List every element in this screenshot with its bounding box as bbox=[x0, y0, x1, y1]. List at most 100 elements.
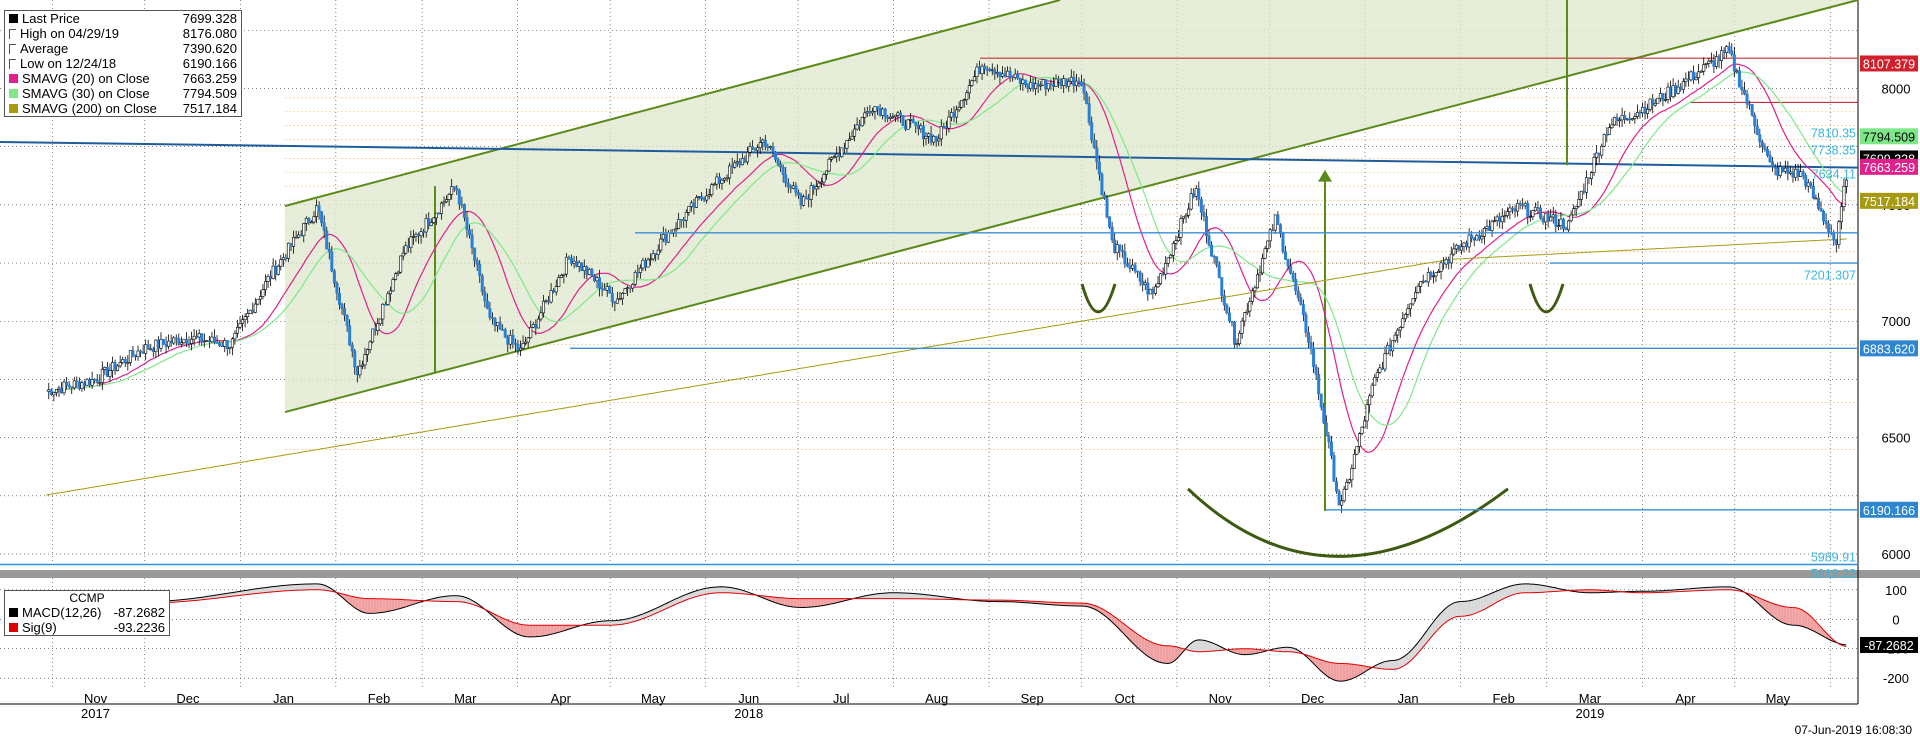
macd-hist-fill bbox=[322, 584, 326, 591]
candle-body bbox=[1329, 441, 1333, 456]
candle-body bbox=[1414, 292, 1418, 299]
candle-body bbox=[1204, 216, 1208, 237]
macd-hist-fill bbox=[613, 620, 617, 626]
candle-body bbox=[1350, 468, 1354, 481]
legend-row: Low on 12/24/18 6190.166 bbox=[5, 56, 241, 71]
candle-body bbox=[1819, 208, 1823, 212]
candle-body bbox=[1796, 168, 1800, 177]
candle-body bbox=[1069, 76, 1073, 82]
candle-body bbox=[133, 355, 137, 358]
macd-hist-fill bbox=[1492, 591, 1496, 605]
macd-hist-fill bbox=[1489, 593, 1493, 607]
timestamp: 07-Jun-2019 16:08:30 bbox=[1794, 723, 1912, 737]
candle-body bbox=[289, 242, 293, 247]
candle-body bbox=[1564, 228, 1568, 231]
candle-body bbox=[1584, 177, 1588, 193]
candle-body bbox=[1082, 85, 1086, 94]
macd-hist-fill bbox=[370, 598, 374, 614]
candle-body bbox=[990, 69, 994, 72]
candle-body bbox=[605, 286, 609, 291]
candle-body bbox=[95, 379, 99, 383]
macd-hist-fill bbox=[244, 590, 248, 595]
macd-hist-fill bbox=[1513, 584, 1517, 595]
candle-body bbox=[878, 107, 882, 116]
macd-hist-fill bbox=[874, 593, 878, 599]
macd-hist-fill bbox=[811, 598, 815, 608]
macd-hist-fill bbox=[1588, 589, 1592, 593]
candle-body bbox=[1273, 214, 1277, 231]
candle-body bbox=[633, 271, 637, 285]
macd-line bbox=[46, 583, 1847, 682]
candle-body bbox=[1811, 185, 1815, 199]
macd-hist-fill bbox=[634, 615, 638, 622]
axes: 600065007000750080001000-100-200NovDecJa… bbox=[81, 81, 1910, 721]
legend-label: Average bbox=[20, 41, 69, 56]
candle-body bbox=[557, 277, 561, 287]
candle-body bbox=[235, 326, 239, 334]
macd-hist-fill bbox=[1249, 648, 1253, 655]
candle-body bbox=[723, 177, 727, 181]
candle-body bbox=[322, 222, 326, 231]
macd-hist-fill bbox=[691, 591, 695, 599]
macd-hist-fill bbox=[1429, 623, 1433, 640]
candle-body bbox=[595, 277, 599, 282]
macd-hist-fill bbox=[304, 584, 308, 590]
candle-body bbox=[1215, 256, 1219, 266]
candle-body bbox=[309, 221, 313, 224]
candle-body bbox=[1574, 206, 1578, 209]
candle-body bbox=[473, 247, 477, 262]
macd-hist-fill bbox=[217, 594, 221, 599]
candle-body bbox=[1579, 190, 1583, 200]
candle-body bbox=[600, 288, 604, 290]
candle-body bbox=[371, 328, 375, 343]
candle-body bbox=[243, 316, 247, 320]
macd-hist-fill bbox=[565, 625, 569, 631]
y-tick-label: 8000 bbox=[1882, 81, 1911, 96]
macd-hist-fill bbox=[601, 620, 605, 626]
candle-body bbox=[870, 111, 874, 114]
candle-body bbox=[345, 314, 349, 326]
candle-body bbox=[536, 318, 540, 329]
candle-body bbox=[1373, 377, 1377, 386]
candle-body bbox=[1146, 282, 1150, 295]
macd-hist-fill bbox=[367, 598, 371, 614]
candle-body bbox=[779, 163, 783, 168]
candle-body bbox=[998, 72, 1002, 77]
macd-hist-fill bbox=[463, 596, 467, 603]
candle-body bbox=[1809, 182, 1813, 187]
macd-hist-fill bbox=[901, 592, 905, 599]
macd-hist-fill bbox=[268, 586, 272, 593]
macd-hist-fill bbox=[931, 595, 935, 600]
candle-body bbox=[159, 339, 163, 349]
candle-body bbox=[534, 324, 538, 329]
macd-hist-fill bbox=[1435, 615, 1439, 633]
candle-body bbox=[978, 66, 982, 75]
candle-body bbox=[1240, 320, 1244, 334]
macd-hist-fill bbox=[1126, 625, 1130, 640]
macd-hist-fill bbox=[301, 584, 305, 591]
candle-body bbox=[399, 255, 403, 273]
macd-hist-fill bbox=[1537, 584, 1541, 593]
macd-hist-fill bbox=[883, 592, 887, 599]
candle-body bbox=[281, 257, 285, 260]
candle-body bbox=[279, 259, 283, 267]
candle-body bbox=[1312, 347, 1316, 368]
macd-hist-fill bbox=[607, 620, 611, 626]
candle-body bbox=[1641, 107, 1645, 114]
candle-body bbox=[1153, 286, 1157, 294]
macd-hist-fill bbox=[937, 596, 941, 600]
candle-body bbox=[896, 112, 900, 116]
candle-body bbox=[1536, 206, 1540, 209]
candle-body bbox=[251, 309, 255, 313]
candle-body bbox=[972, 76, 976, 82]
candle-body bbox=[1051, 83, 1055, 87]
macd-hist-fill bbox=[523, 624, 527, 637]
legend-row: SMAVG (30) on Close 7794.509 bbox=[5, 86, 241, 101]
candle-body bbox=[582, 266, 586, 271]
macd-hist-fill bbox=[1471, 599, 1475, 615]
macd-hist-fill bbox=[361, 598, 365, 613]
legend-row: Average 7390.620 bbox=[5, 41, 241, 56]
candle-body bbox=[1378, 367, 1382, 373]
candle-body bbox=[919, 125, 923, 130]
candle-body bbox=[679, 219, 683, 221]
